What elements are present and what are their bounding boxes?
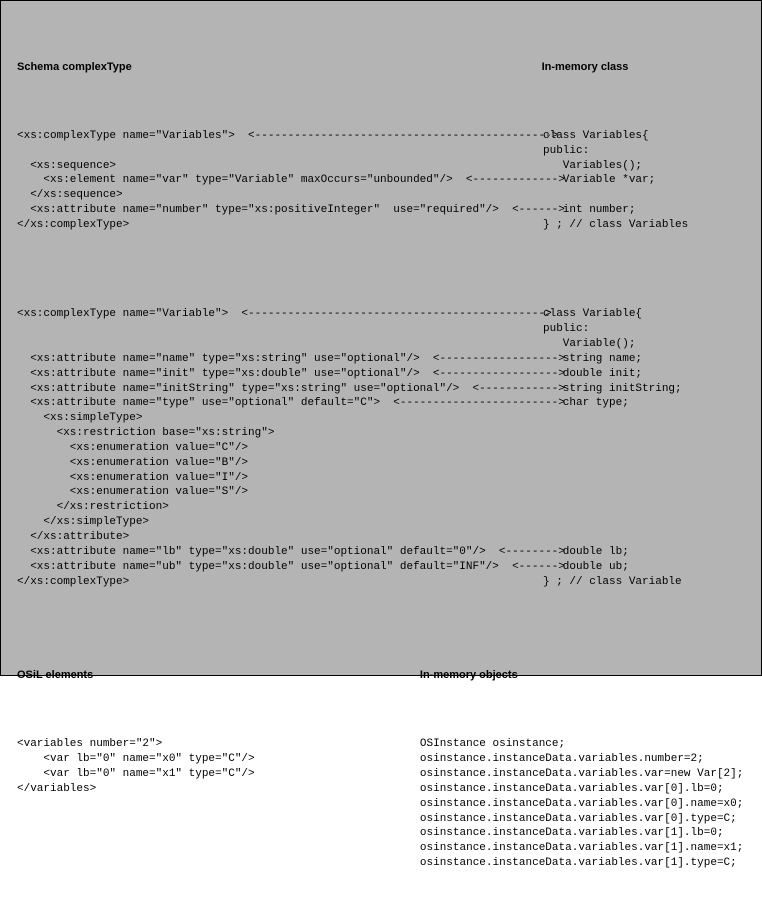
block-a-row: <xs:complexType name="Variables"> <-----… (17, 129, 745, 233)
header-osil: OSiL elements (17, 668, 420, 683)
header-memobj: In-memory objects (420, 668, 745, 683)
header-memclass: In-memory class (542, 60, 745, 75)
block-c-row: <variables number="2"> <var lb="0" name=… (17, 737, 745, 871)
schema-variable-block: <xs:complexType name="Variable"> <------… (17, 307, 543, 589)
schema-variables-block: <xs:complexType name="Variables"> <-----… (17, 129, 543, 233)
header-schema: Schema complexType (17, 60, 542, 75)
memclass-variables-block: class Variables{ public: Variables(); Va… (543, 129, 745, 233)
osil-elements-block: <variables number="2"> <var lb="0" name=… (17, 737, 420, 871)
header-row-2: OSiL elements In-memory objects (17, 668, 745, 683)
header-row-1: Schema complexType In-memory class (17, 60, 745, 75)
block-b-row: <xs:complexType name="Variable"> <------… (17, 307, 745, 589)
diagram-frame: Schema complexType In-memory class <xs:c… (0, 0, 762, 676)
memclass-variable-block: class Variable{ public: Variable(); stri… (543, 307, 745, 589)
memobj-block: OSInstance osinstance; osinstance.instan… (420, 737, 745, 871)
